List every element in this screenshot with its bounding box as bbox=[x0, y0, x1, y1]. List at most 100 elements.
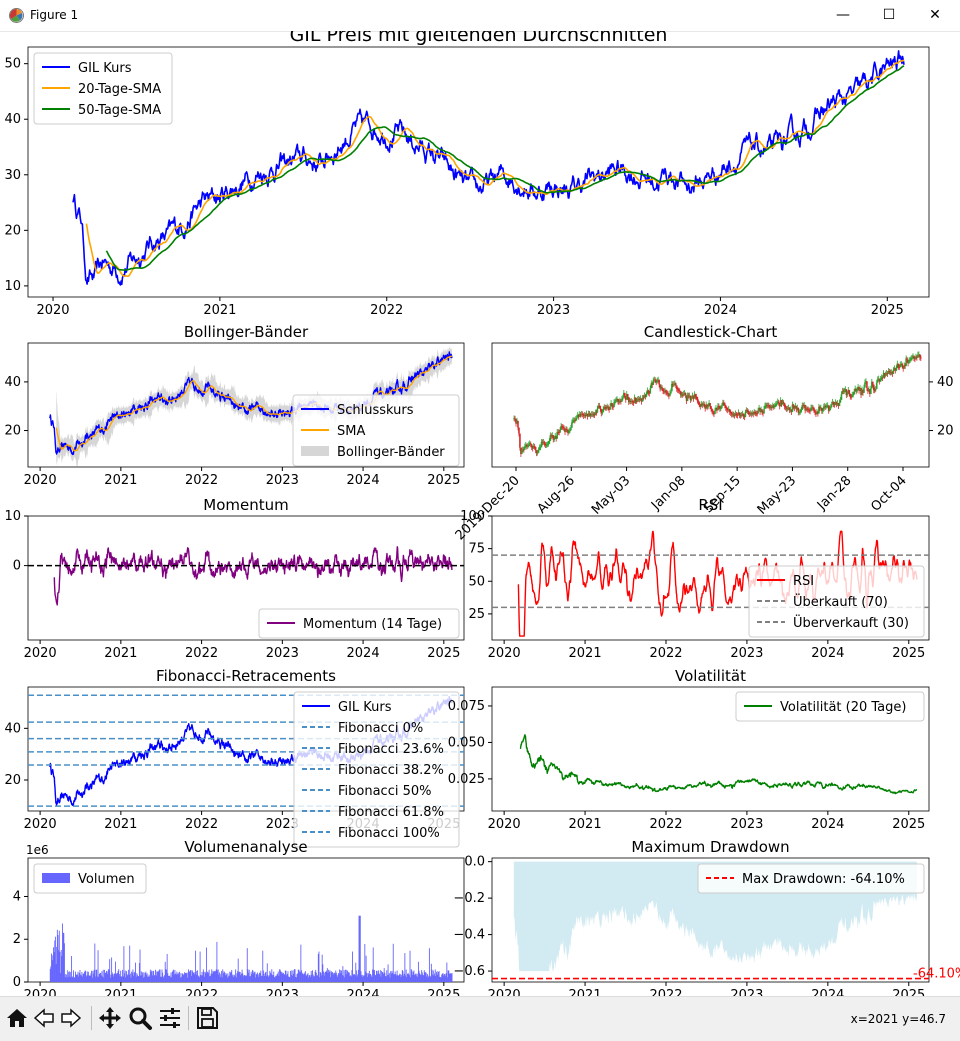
volume-bar bbox=[66, 977, 68, 982]
candle-body bbox=[855, 388, 857, 392]
candle-body bbox=[641, 397, 644, 402]
bollinger-x-tick-label: 2024 bbox=[347, 473, 380, 488]
candle-body bbox=[605, 407, 607, 409]
candle-body bbox=[607, 406, 609, 408]
volume-bar bbox=[308, 975, 310, 982]
candle-body bbox=[615, 400, 617, 402]
volume-bar bbox=[211, 973, 213, 982]
candle-body bbox=[859, 388, 861, 391]
volume-bar bbox=[357, 974, 359, 982]
volume-bar bbox=[212, 970, 214, 982]
volume-bar bbox=[218, 974, 220, 982]
candle-body bbox=[637, 398, 640, 400]
candle-body bbox=[597, 405, 600, 409]
minimize-button[interactable]: — bbox=[836, 7, 850, 23]
main-x-tick-label: 2022 bbox=[370, 303, 403, 318]
volume-bar bbox=[161, 969, 163, 982]
close-button[interactable]: ✕ bbox=[929, 7, 941, 23]
volume-bar bbox=[350, 975, 352, 982]
volume-bar bbox=[423, 975, 425, 982]
volume-bar bbox=[332, 974, 334, 982]
candle-body bbox=[852, 394, 854, 396]
home-icon[interactable] bbox=[4, 1005, 30, 1031]
save-icon[interactable] bbox=[194, 1005, 220, 1031]
volume-bar bbox=[82, 973, 84, 982]
pan-icon[interactable] bbox=[97, 1005, 123, 1031]
candle-body bbox=[662, 388, 664, 392]
candle-body bbox=[691, 395, 694, 399]
candle-body bbox=[567, 429, 569, 433]
volume-bar bbox=[196, 974, 198, 982]
candle-body bbox=[798, 412, 801, 414]
volume-bar bbox=[294, 969, 296, 982]
volume-bar bbox=[441, 973, 443, 982]
candle-body bbox=[559, 430, 561, 433]
volume-bar bbox=[123, 946, 125, 982]
figure-canvas[interactable]: GIL Preis mit gleitenden Durchschnitten 2… bbox=[0, 24, 960, 1003]
candle-body bbox=[675, 385, 678, 389]
volume-bar bbox=[345, 974, 347, 982]
rsi-y-tick-label: 50 bbox=[468, 574, 485, 589]
volume-bar bbox=[181, 973, 183, 982]
volume-bar bbox=[305, 974, 307, 982]
configure-icon[interactable] bbox=[157, 1005, 183, 1031]
volume-bar bbox=[251, 969, 253, 982]
bollinger-legend-label: Bollinger-Bänder bbox=[337, 445, 445, 460]
bollinger-y-tick-label: 40 bbox=[4, 375, 21, 390]
candle-body bbox=[751, 413, 754, 415]
momentum-legend-label: Momentum (14 Tage) bbox=[303, 617, 442, 632]
candle-body bbox=[552, 435, 555, 440]
candle-body bbox=[910, 358, 912, 361]
volume-bar bbox=[201, 971, 203, 982]
forward-icon[interactable] bbox=[58, 1005, 84, 1031]
volume-bar bbox=[111, 957, 113, 982]
volume-bar bbox=[102, 976, 104, 982]
drawdown-frame bbox=[491, 857, 930, 983]
volume-bar bbox=[333, 972, 335, 982]
volume-bar bbox=[245, 975, 247, 982]
maximize-button[interactable]: ☐ bbox=[882, 7, 896, 23]
candle-body bbox=[545, 444, 548, 446]
volume-bar bbox=[226, 977, 228, 982]
candle-body bbox=[797, 407, 800, 413]
volume-bar bbox=[151, 975, 153, 982]
volume-bar bbox=[267, 975, 269, 982]
candle-body bbox=[648, 392, 651, 394]
volume-bar bbox=[359, 915, 361, 982]
volume-bar bbox=[142, 977, 144, 982]
zoom-icon[interactable] bbox=[127, 1005, 153, 1031]
volume-bar bbox=[241, 969, 243, 982]
back-icon[interactable] bbox=[31, 1005, 57, 1031]
candle-body bbox=[614, 401, 616, 403]
fibonacci-legend-label: Fibonacci 100% bbox=[338, 826, 440, 841]
candle-body bbox=[764, 405, 766, 409]
candle-body bbox=[795, 405, 798, 410]
candle-body bbox=[528, 443, 531, 445]
volume-bar bbox=[49, 968, 51, 982]
volume-bar bbox=[379, 970, 381, 982]
rsi-y-tick-label: 25 bbox=[468, 607, 485, 622]
volume-bar bbox=[271, 974, 273, 982]
candle-body bbox=[666, 392, 668, 394]
volume-bar bbox=[187, 977, 189, 982]
volume-bar bbox=[231, 969, 233, 982]
volume-bar bbox=[360, 971, 362, 982]
volume-bar bbox=[136, 973, 138, 982]
volume-bar bbox=[132, 969, 134, 982]
candle-body bbox=[575, 418, 577, 421]
volume-bar bbox=[240, 975, 242, 982]
volume-bar bbox=[156, 975, 158, 982]
volume-bar bbox=[439, 977, 441, 982]
volume-bar bbox=[154, 975, 156, 982]
candle-body bbox=[846, 394, 849, 396]
fibonacci-x-tick-label: 2022 bbox=[185, 817, 218, 832]
candle-body bbox=[694, 394, 697, 397]
volume-bar bbox=[433, 975, 435, 982]
candle-body bbox=[578, 414, 581, 417]
volume-bar bbox=[135, 962, 136, 982]
volume-bar bbox=[385, 976, 386, 982]
candle-body bbox=[515, 418, 517, 424]
volume-bar bbox=[96, 969, 98, 982]
candle-body bbox=[525, 444, 528, 447]
volume-bar bbox=[277, 973, 279, 982]
